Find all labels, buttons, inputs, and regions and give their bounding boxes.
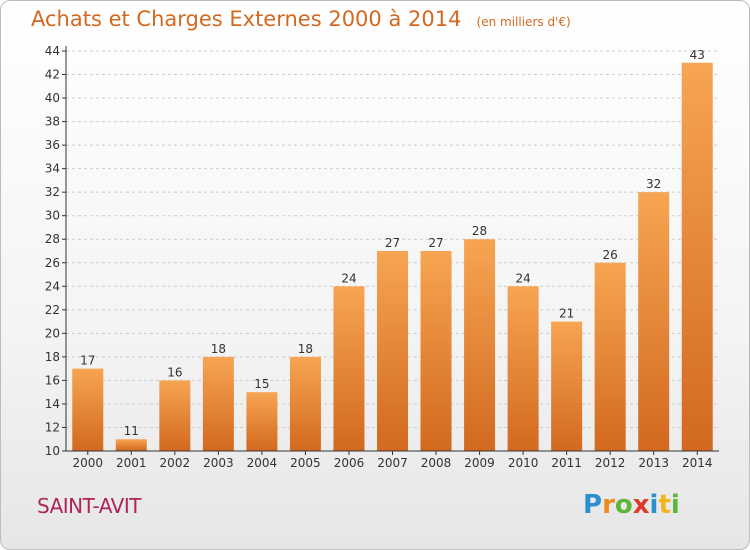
x-tick-label: 2013 [638,456,669,470]
bar-2007 [377,251,408,451]
x-tick-label: 2004 [247,456,278,470]
bars [72,62,713,452]
x-tick-label: 2000 [72,456,103,470]
bar-2009 [464,239,496,451]
value-label: 28 [472,224,487,238]
value-label: 24 [341,271,356,285]
value-label: 24 [515,271,530,285]
bar-2005 [289,356,321,451]
logo-letter: i [649,490,659,520]
x-tick-label: 2009 [464,456,495,470]
place-name: SAINT-AVIT [37,494,141,518]
value-label: 15 [254,377,269,391]
x-tick-label: 2008 [421,456,452,470]
y-tick-label: 26 [45,256,60,270]
y-tick-label: 28 [45,232,60,246]
value-label: 17 [80,354,95,368]
axes [62,46,719,455]
value-label: 11 [124,424,139,438]
logo-letter: o [614,490,633,520]
y-tick-label: 30 [45,209,60,223]
bar-2012 [594,262,626,451]
value-label: 27 [428,236,443,250]
bar-2014 [681,62,713,451]
bar-2003 [202,356,234,451]
logo-letter: t [658,490,671,520]
proxiti-logo: Proxiti [583,490,680,520]
y-tick-label: 34 [45,162,60,176]
bar-2001 [115,439,147,451]
value-label: 16 [167,365,182,379]
value-label: 21 [559,307,574,321]
labels: 10 12 14 16 18 20 22 24 26 28 30 32 34 36 38 40 42 44 17 20… [45,44,713,470]
y-tick-label: 10 [45,444,60,458]
bar-2006 [333,286,365,451]
value-label: 43 [690,48,705,62]
y-tick-label: 22 [45,303,60,317]
y-tick-label: 36 [45,138,60,152]
x-tick-label: 2003 [203,456,234,470]
bar-2008 [420,251,452,451]
x-tick-label: 2014 [682,456,713,470]
y-tick-label: 38 [45,115,60,129]
x-tick-label: 2010 [508,456,539,470]
logo-letter: r [602,490,615,520]
x-tick-label: 2005 [290,456,321,470]
x-tick-label: 2012 [595,456,626,470]
chart-title: Achats et Charges Externes 2000 à 2014 [31,7,462,31]
y-tick-label: 14 [45,397,60,411]
bar-2010 [507,286,539,451]
x-tick-label: 2006 [334,456,365,470]
x-tick-label: 2002 [160,456,191,470]
y-tick-label: 44 [45,44,60,58]
y-tick-label: 20 [45,326,60,340]
value-label: 26 [603,248,618,262]
bar-2000 [72,368,104,451]
y-tick-label: 24 [45,279,60,293]
y-tick-label: 18 [45,350,60,364]
y-tick-label: 32 [45,185,60,199]
value-label: 27 [385,236,400,250]
y-tick-label: 12 [45,420,60,434]
y-tick-label: 40 [45,91,60,105]
y-tick-label: 16 [45,373,60,387]
x-tick-label: 2001 [116,456,147,470]
value-label: 18 [211,342,226,356]
y-tick-label: 42 [45,68,60,82]
title-row: Achats et Charges Externes 2000 à 2014 (… [31,7,571,31]
chart-subtitle: (en milliers d'€) [476,15,571,29]
bar-2013 [638,192,670,452]
value-label: 32 [646,177,661,191]
bar-2002 [159,380,191,451]
logo-letter: x [632,490,650,520]
value-label: 18 [298,342,313,356]
bar-2004 [246,392,278,451]
x-tick-label: 2011 [551,456,582,470]
logo-letter: P [583,490,603,520]
logo-letter: i [670,490,680,520]
x-tick-label: 2007 [377,456,408,470]
bar-2011 [551,321,583,451]
